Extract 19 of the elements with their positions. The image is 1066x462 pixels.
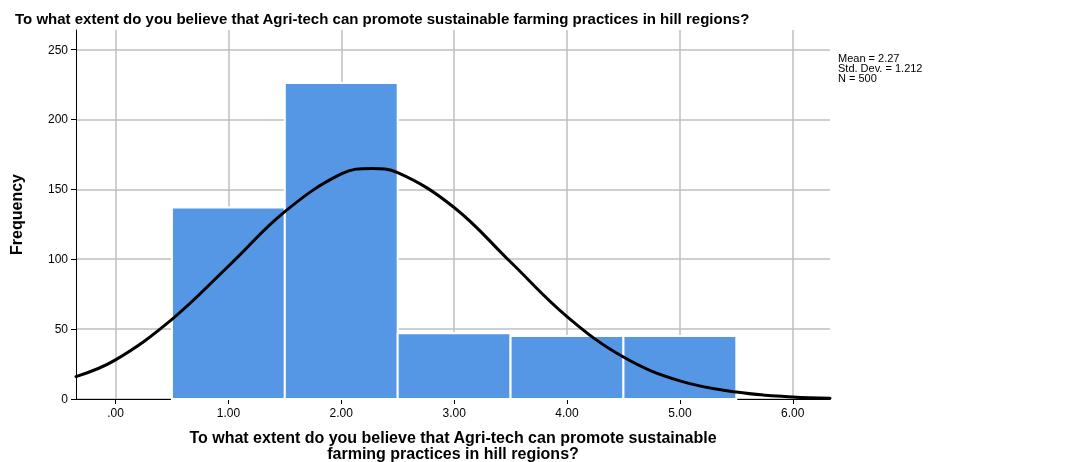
- x-tick-label: 6.00: [781, 406, 805, 420]
- text: Mean = 2.27: [838, 51, 900, 64]
- y-tick-label: 50: [54, 322, 69, 337]
- x-axis-title: To what extent do you believe that Agri-tech can promote sustainable farming practices in hill regions?: [189, 428, 717, 462]
- x-tick-label: 5.00: [668, 406, 692, 420]
- chart-title: To what extent do you believe that Agri-tech can promote sustainable farming practices in hill regions?: [15, 10, 750, 27]
- text: N = 500: [838, 71, 877, 84]
- y-tick-label: 0: [61, 392, 69, 406]
- y-tick-label: 150: [47, 182, 69, 197]
- x-tick-label: .00: [107, 406, 125, 420]
- x-tick-label: 2.00: [329, 406, 354, 420]
- x-tick-label: 3.00: [442, 406, 467, 420]
- y-tick-label: 200: [47, 112, 69, 127]
- x-tick-label: 4.00: [555, 406, 579, 420]
- y-tick-label: 100: [47, 252, 69, 267]
- text: Std. Dev. = 1.212: [838, 61, 923, 74]
- y-tick-label: 250: [47, 42, 69, 57]
- y-axis-title: Frequency: [7, 173, 25, 255]
- x-tick-label: 1.00: [216, 406, 241, 420]
